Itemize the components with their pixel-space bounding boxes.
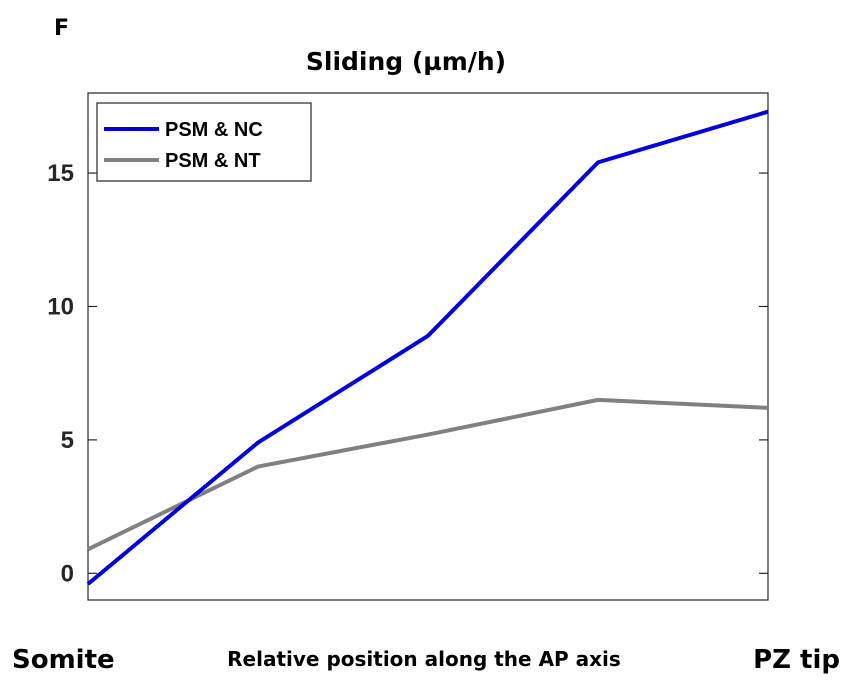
plot-area (87, 92, 769, 601)
series-line-psm-nt (87, 397, 769, 552)
y-tick-label: 5 (61, 427, 74, 454)
legend-box (96, 102, 312, 182)
y-tick-label: 15 (47, 160, 74, 187)
x-axis-label: Relative position along the AP axis (227, 647, 621, 671)
x-end-label: PZ tip (753, 645, 840, 675)
y-axis: 0 5 10 15 (47, 160, 768, 587)
series-lines (86, 109, 769, 586)
chart-title: Sliding (µm/h) (306, 47, 506, 76)
y-tick-label: 10 (47, 293, 74, 320)
legend-label-psm-nt: PSM & NT (165, 150, 261, 172)
series-line-psm-nc (86, 109, 769, 586)
y-tick-label: 0 (61, 560, 74, 587)
panel-letter: F (54, 16, 69, 41)
x-start-label: Somite (12, 645, 115, 675)
legend-label-psm-nc: PSM & NC (165, 119, 263, 141)
legend: PSM & NC PSM & NT (96, 102, 312, 182)
